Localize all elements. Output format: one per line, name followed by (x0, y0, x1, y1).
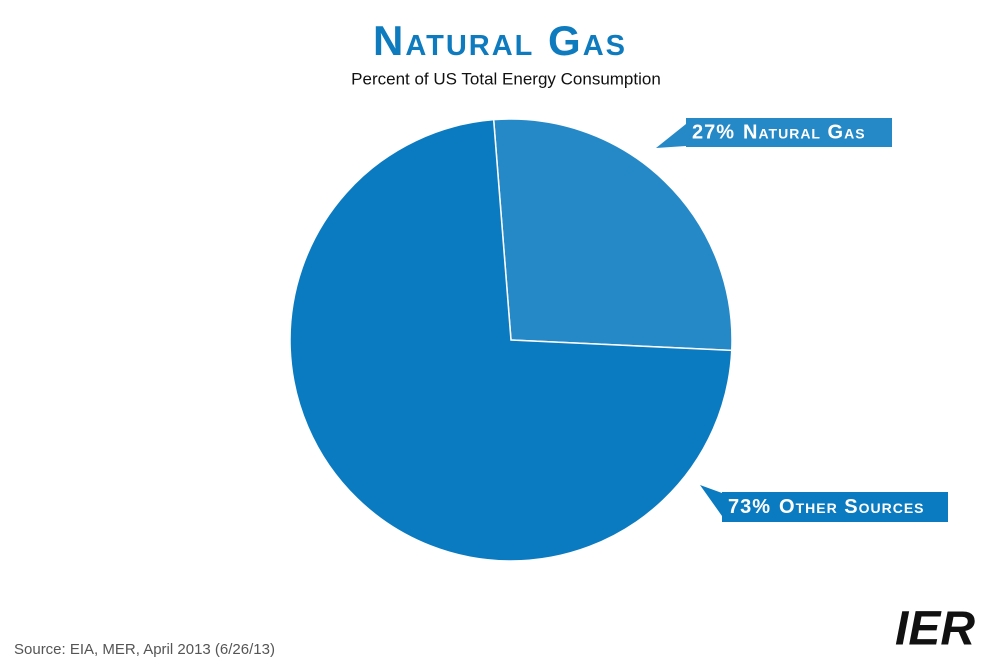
label-box (722, 492, 948, 522)
chart-subtitle: Percent of US Total Energy Consumption (351, 69, 661, 88)
label-box (686, 118, 892, 147)
pie-slice (492, 118, 733, 352)
logo: IER (895, 603, 975, 656)
source-note: Source: EIA, MER, April 2013 (6/26/13) (14, 641, 275, 658)
data-label: 73% Other Sources (728, 496, 925, 518)
data-label: 27% Natural Gas (692, 122, 866, 144)
label-value: 27% (692, 122, 735, 144)
chart-title: Natural Gas (373, 17, 627, 64)
label-name: Other Sources (779, 496, 924, 518)
label-pointer (700, 485, 722, 516)
label-pointer (656, 124, 686, 148)
label-name: Natural Gas (743, 122, 866, 144)
label-value: 73% (728, 496, 771, 518)
pie-slice (289, 118, 733, 562)
